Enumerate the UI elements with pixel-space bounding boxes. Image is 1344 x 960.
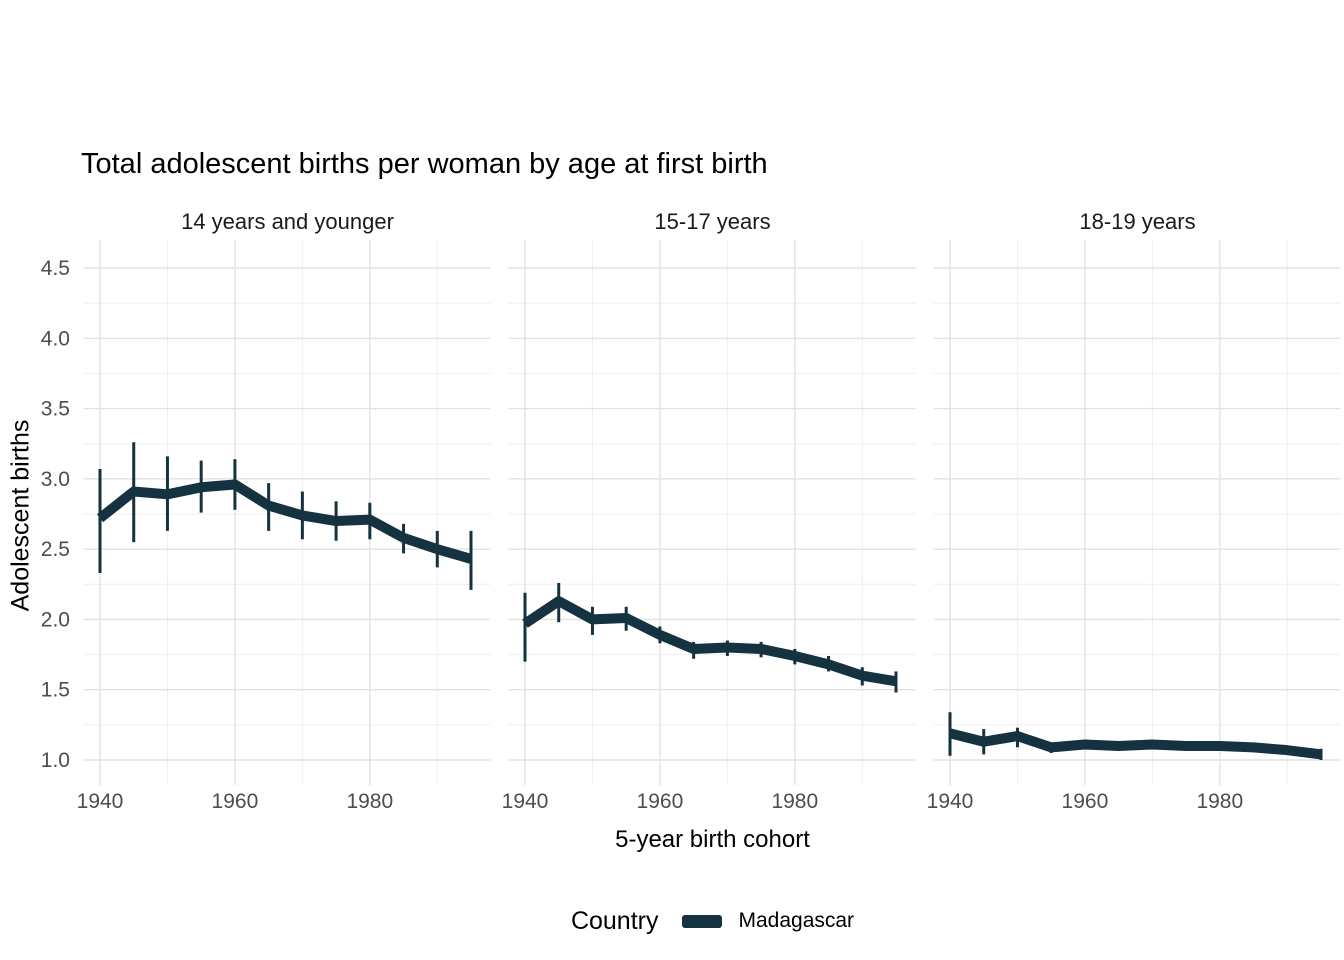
series-line-madagascar <box>522 596 897 687</box>
legend: Country Madagascar <box>84 903 1341 939</box>
series-line-madagascar <box>948 728 1322 760</box>
facet-label-14-and-younger: 14 years and younger <box>181 209 394 234</box>
legend-label-madagascar: Madagascar <box>738 909 855 932</box>
y-tick-label: 3.0 <box>41 468 70 491</box>
x-tick-label: 1940 <box>502 790 549 813</box>
y-tick-label: 1.5 <box>41 679 70 702</box>
y-tick-label: 4.0 <box>41 327 70 350</box>
x-axis-title: 5-year birth cohort <box>615 826 810 853</box>
series-line-madagascar <box>96 479 473 564</box>
y-tick-label: 3.5 <box>41 398 70 421</box>
facet-label-18-19: 18-19 years <box>1079 209 1196 234</box>
x-tick-label: 1960 <box>212 790 259 813</box>
legend-swatch-madagascar <box>682 914 723 928</box>
y-tick-label: 1.0 <box>41 749 70 772</box>
x-tick-label: 1980 <box>346 790 393 813</box>
x-tick-label: 1960 <box>1062 790 1109 813</box>
legend-title: Country <box>570 906 659 935</box>
y-tick-label: 4.5 <box>41 257 70 280</box>
facet-label-15-17: 15-17 years <box>654 209 771 234</box>
x-tick-label: 1940 <box>77 790 124 813</box>
chart-title: Total adolescent births per woman by age… <box>81 148 768 180</box>
y-tick-label: 2.0 <box>41 608 70 631</box>
x-tick-label: 1980 <box>1196 790 1243 813</box>
y-tick-label: 2.5 <box>41 538 70 561</box>
x-tick-label: 1940 <box>927 790 974 813</box>
x-tick-label: 1980 <box>771 790 818 813</box>
x-tick-label: 1960 <box>637 790 684 813</box>
